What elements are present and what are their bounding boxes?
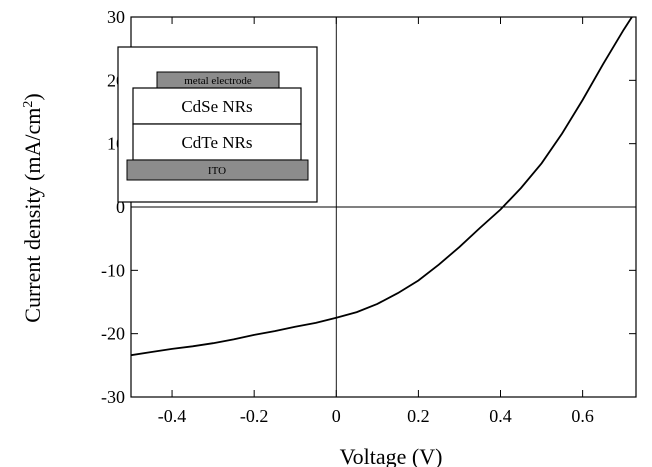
y-tick-label: -10 xyxy=(101,260,125,280)
curve-layer xyxy=(131,17,633,357)
cdte-label: CdTe NRs xyxy=(181,133,252,152)
y-axis-label-main: Current density (mA/cm xyxy=(20,108,45,323)
y-axis-label-end: ) xyxy=(20,93,45,100)
jv-curve-line xyxy=(131,17,633,357)
y-axis-label-superscript: 2 xyxy=(21,101,36,108)
ito-layer xyxy=(126,159,309,181)
metal-electrode-label: metal electrode xyxy=(184,75,252,87)
x-tick-label: -0.2 xyxy=(240,406,269,426)
x-tick-label: 0.4 xyxy=(489,406,512,426)
y-tick-label: 0 xyxy=(116,197,125,217)
ito-label: ITO xyxy=(208,165,226,177)
cdse-label: CdSe NRs xyxy=(181,97,252,116)
y-tick-label: -20 xyxy=(101,324,125,344)
x-tick-label: 0 xyxy=(332,406,341,426)
device-structure-inset: metal electrode CdSe NRs CdTe NRs ITO xyxy=(117,46,318,203)
x-axis-label: Voltage (V) xyxy=(340,444,443,467)
cdte-layer xyxy=(132,123,302,161)
x-tick-label: 0.6 xyxy=(571,406,594,426)
y-axis-label: Current density (mA/cm2) xyxy=(20,93,45,322)
x-tick-label: 0.2 xyxy=(407,406,430,426)
y-tick-label: 30 xyxy=(107,7,125,27)
x-tick-label: -0.4 xyxy=(158,406,187,426)
y-tick-label: -30 xyxy=(101,387,125,407)
cdse-layer xyxy=(132,87,302,125)
